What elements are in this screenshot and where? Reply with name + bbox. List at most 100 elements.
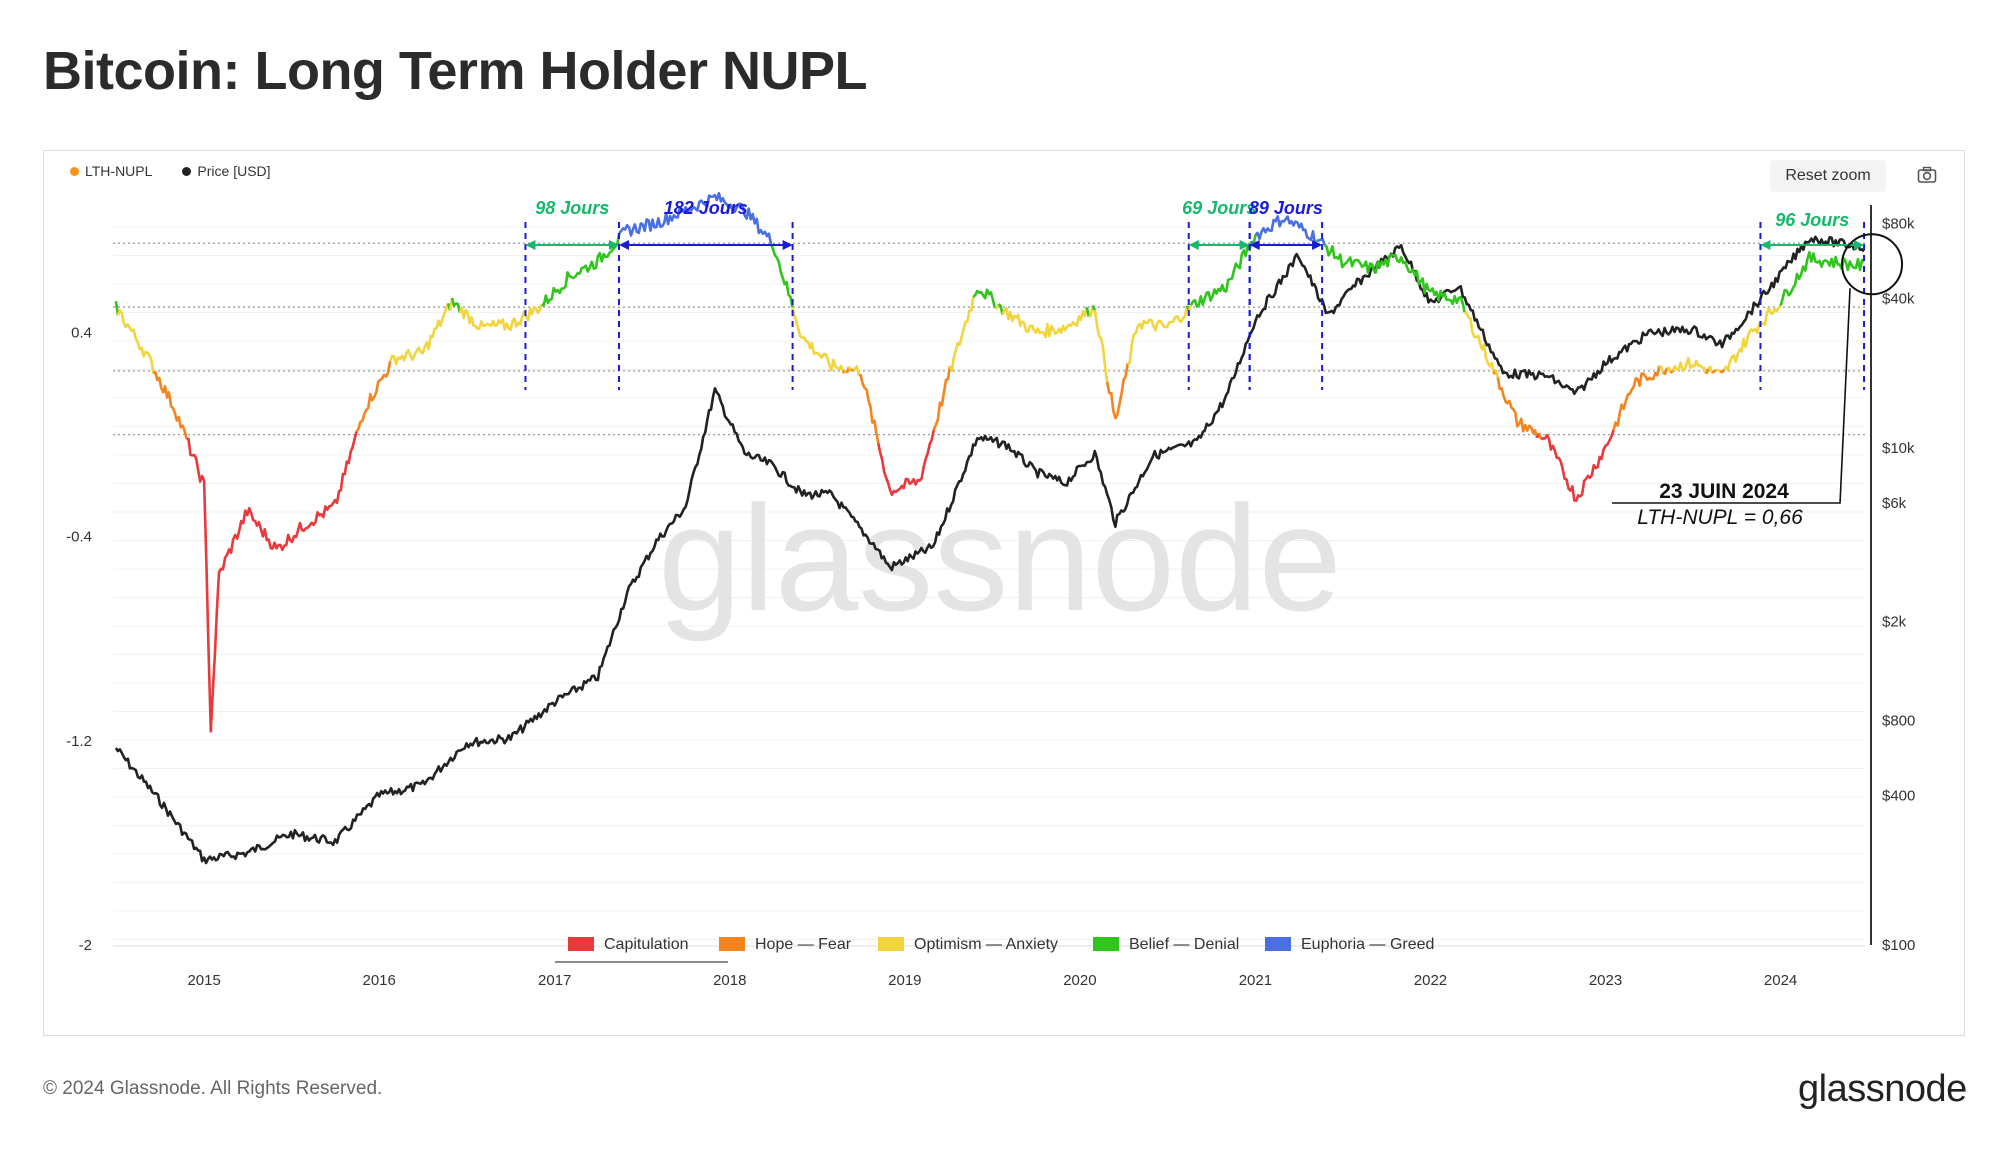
x-tick-label: 2015 xyxy=(187,972,220,989)
lth-nupl-series-segment xyxy=(948,296,975,372)
lth-nupl-series-segment xyxy=(1704,368,1710,375)
lth-nupl-series-segment xyxy=(458,303,544,332)
callout-value: LTH-NUPL = 0,66 xyxy=(1637,506,1803,529)
y-right-tick-label: $10k xyxy=(1882,440,1915,457)
lth-nupl-series-segment xyxy=(1666,366,1673,374)
y-left-tick-label: -2 xyxy=(79,937,92,954)
lth-nupl-series-segment xyxy=(1001,306,1089,339)
lth-nupl-series-segment xyxy=(877,429,936,497)
y-right-tick-label: $80k xyxy=(1882,216,1915,233)
series-legend: LTH-NUPL Price [USD] xyxy=(70,163,271,179)
period-label: 96 Jours xyxy=(1775,210,1849,230)
x-tick-label: 2022 xyxy=(1414,972,1447,989)
glassnode-logo: glassnode xyxy=(1798,1068,1967,1110)
lth-nupl-series-segment xyxy=(1127,305,1189,365)
y-right-tick-label: $800 xyxy=(1882,713,1915,730)
y-left-tick-label: 0.4 xyxy=(71,325,92,342)
lth-nupl-series-segment xyxy=(1254,215,1317,244)
watermark-text: glassnode xyxy=(658,474,1342,642)
x-tick-label: 2017 xyxy=(538,972,571,989)
callout-title: 23 JUIN 2024 xyxy=(1659,480,1789,503)
period-label: 69 Jours xyxy=(1182,198,1256,218)
lth-nupl-series-segment xyxy=(1323,243,1466,313)
lth-nupl-series-segment xyxy=(858,373,880,444)
lth-nupl-series-segment xyxy=(1085,306,1091,317)
legend-item-price[interactable]: Price [USD] xyxy=(182,163,271,179)
zone-legend-label: Optimism — Anxiety xyxy=(914,936,1058,953)
lth-nupl-series-segment xyxy=(355,360,392,433)
lth-nupl-series-segment xyxy=(1187,304,1193,311)
lth-nupl-series-segment xyxy=(1189,240,1253,308)
lth-nupl-series-segment xyxy=(852,365,861,376)
zone-legend-label: Capitulation xyxy=(604,936,689,953)
lth-nupl-series-segment xyxy=(1719,368,1726,374)
lth-nupl-series-segment xyxy=(769,242,794,308)
lth-nupl-series-segment xyxy=(186,431,358,733)
legend-label: LTH-NUPL xyxy=(85,163,153,179)
lth-nupl-series-segment xyxy=(791,307,845,374)
lth-nupl-series-segment xyxy=(850,368,854,372)
callout-leader-line xyxy=(1612,288,1851,504)
lth-nupl-series-segment xyxy=(1707,365,1714,374)
lth-nupl-series-segment xyxy=(1464,311,1496,375)
camera-icon[interactable] xyxy=(1917,166,1937,184)
lth-nupl-series-segment xyxy=(1669,369,1674,374)
y-right-tick-label: $6k xyxy=(1882,495,1907,512)
lth-nupl-series-segment xyxy=(1105,363,1129,420)
lth-nupl-series-segment xyxy=(1671,356,1708,375)
lth-nupl-series-segment xyxy=(1494,369,1500,378)
y-right-tick-label: $2k xyxy=(1882,614,1907,631)
y-left-tick-label: -0.4 xyxy=(66,529,92,546)
zone-legend-swatch xyxy=(1093,937,1119,951)
lth-nupl-series-segment xyxy=(1540,429,1615,502)
period-label: 98 Jours xyxy=(535,198,609,218)
zone-legend-swatch xyxy=(568,937,594,951)
legend-dot-icon xyxy=(182,166,192,176)
x-tick-label: 2016 xyxy=(362,972,395,989)
page-title: Bitcoin: Long Term Holder NUPL xyxy=(43,41,867,101)
lth-nupl-series-segment xyxy=(932,365,952,431)
zone-legend-label: Euphoria — Greed xyxy=(1301,936,1434,953)
x-tick-label: 2021 xyxy=(1239,972,1272,989)
lth-nupl-series-segment xyxy=(618,191,773,244)
lth-nupl-series-segment xyxy=(1612,365,1661,431)
zone-legend-swatch xyxy=(1265,937,1291,951)
callout-circle xyxy=(1841,233,1904,296)
legend-label: Price [USD] xyxy=(197,163,271,179)
reset-zoom-button[interactable]: Reset zoom xyxy=(1770,160,1886,192)
zone-legend-swatch xyxy=(878,937,904,951)
x-tick-label: 2019 xyxy=(888,972,921,989)
y-right-tick-label: $400 xyxy=(1882,787,1915,804)
zone-legend-label: Belief — Denial xyxy=(1129,936,1239,953)
y-left-tick-label: -1.2 xyxy=(66,733,92,750)
lth-nupl-series-segment xyxy=(1715,368,1721,373)
lth-nupl-series-segment xyxy=(1088,305,1095,318)
y-right-tick-label: $100 xyxy=(1882,937,1915,954)
lth-nupl-series-segment xyxy=(1662,367,1669,376)
legend-item-lth-nupl[interactable]: LTH-NUPL xyxy=(70,163,152,179)
x-tick-label: 2020 xyxy=(1063,972,1096,989)
chart-card xyxy=(43,150,1965,1036)
lth-nupl-series-segment xyxy=(450,297,462,314)
lth-nupl-series-segment xyxy=(152,370,188,440)
period-label: 182 Jours xyxy=(664,198,748,218)
period-label: 89 Jours xyxy=(1249,198,1323,218)
lth-nupl-series-segment xyxy=(541,232,621,307)
period-arrowhead-icon xyxy=(525,240,619,250)
lth-nupl-series-segment xyxy=(997,303,1004,315)
x-tick-label: 2018 xyxy=(713,972,746,989)
lth-nupl-series-segment xyxy=(388,302,450,366)
lth-nupl-series-segment xyxy=(972,288,997,309)
lth-nupl-series-segment xyxy=(1722,304,1782,371)
lth-nupl-series-segment xyxy=(1496,377,1539,439)
x-tick-label: 2023 xyxy=(1589,972,1622,989)
lth-nupl-series-segment xyxy=(1316,238,1326,246)
lth-nupl-series-segment xyxy=(1093,310,1109,382)
lth-nupl-series-segment xyxy=(1711,368,1717,375)
zone-legend-label: Hope — Fear xyxy=(755,936,852,953)
lth-nupl-series-segment xyxy=(1658,364,1665,374)
zone-legend-swatch xyxy=(719,937,745,951)
y-right-tick-label: $40k xyxy=(1882,290,1915,307)
price-series-line xyxy=(114,235,1865,865)
